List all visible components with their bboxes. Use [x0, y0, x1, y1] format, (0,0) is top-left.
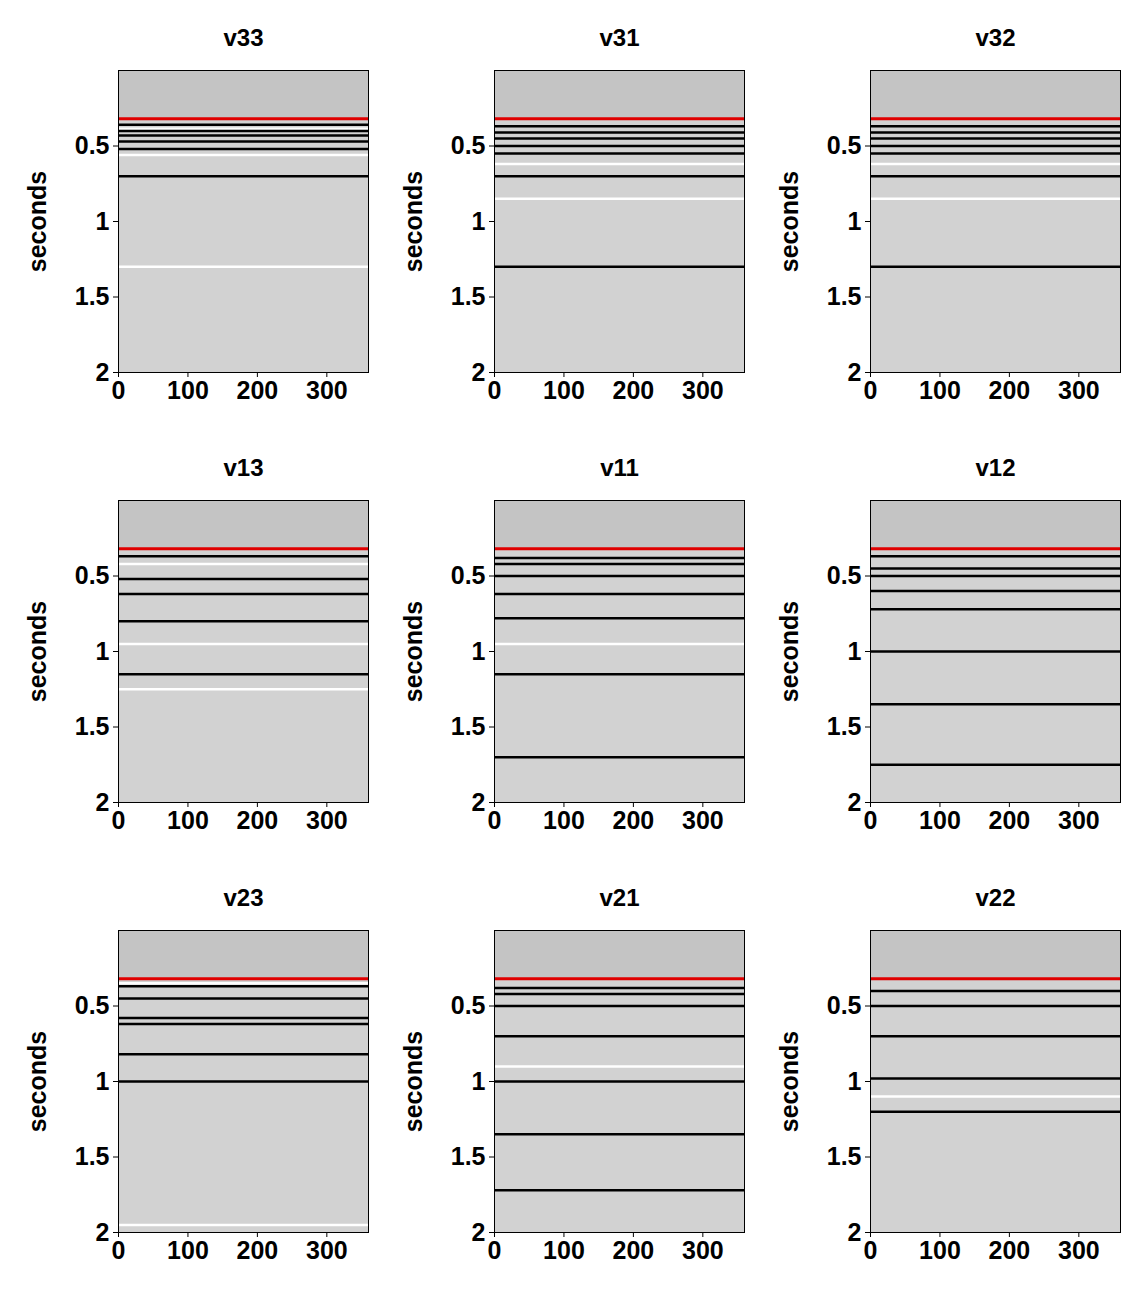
- svg-text:seconds: seconds: [399, 1031, 427, 1132]
- svg-text:100: 100: [167, 376, 209, 404]
- svg-text:seconds: seconds: [775, 171, 803, 272]
- svg-text:0.5: 0.5: [75, 131, 110, 159]
- svg-text:1.5: 1.5: [827, 712, 862, 740]
- svg-text:2: 2: [848, 358, 862, 386]
- svg-text:v12: v12: [975, 454, 1015, 481]
- svg-text:1: 1: [848, 1067, 862, 1095]
- svg-text:1: 1: [848, 207, 862, 235]
- svg-text:v13: v13: [223, 454, 263, 481]
- svg-text:100: 100: [167, 1236, 209, 1264]
- svg-text:1: 1: [96, 637, 110, 665]
- svg-text:seconds: seconds: [23, 601, 51, 702]
- svg-text:seconds: seconds: [399, 601, 427, 702]
- svg-text:200: 200: [613, 1236, 655, 1264]
- svg-text:100: 100: [919, 376, 961, 404]
- svg-text:0.5: 0.5: [827, 991, 862, 1019]
- svg-text:0: 0: [112, 376, 126, 404]
- svg-text:0: 0: [112, 806, 126, 834]
- svg-text:1.5: 1.5: [451, 712, 486, 740]
- svg-text:300: 300: [682, 1236, 724, 1264]
- svg-text:0.5: 0.5: [75, 991, 110, 1019]
- svg-text:1.5: 1.5: [827, 282, 862, 310]
- svg-text:seconds: seconds: [775, 1031, 803, 1132]
- svg-text:v23: v23: [223, 884, 263, 911]
- svg-text:200: 200: [989, 376, 1031, 404]
- svg-text:200: 200: [237, 376, 279, 404]
- svg-text:200: 200: [613, 376, 655, 404]
- svg-text:200: 200: [989, 806, 1031, 834]
- svg-text:seconds: seconds: [775, 601, 803, 702]
- svg-text:300: 300: [306, 806, 348, 834]
- svg-text:1: 1: [472, 637, 486, 665]
- svg-text:1: 1: [96, 207, 110, 235]
- svg-text:2: 2: [848, 1218, 862, 1246]
- svg-text:300: 300: [682, 376, 724, 404]
- svg-text:2: 2: [472, 788, 486, 816]
- svg-text:seconds: seconds: [23, 1031, 51, 1132]
- svg-text:100: 100: [919, 806, 961, 834]
- svg-text:0.5: 0.5: [827, 131, 862, 159]
- svg-text:1.5: 1.5: [75, 1142, 110, 1170]
- svg-text:0: 0: [864, 806, 878, 834]
- svg-text:200: 200: [989, 1236, 1031, 1264]
- svg-text:1: 1: [472, 1067, 486, 1095]
- svg-text:2: 2: [472, 1218, 486, 1246]
- svg-text:v33: v33: [223, 24, 263, 51]
- svg-text:300: 300: [1058, 806, 1100, 834]
- svg-text:300: 300: [306, 376, 348, 404]
- svg-text:100: 100: [167, 806, 209, 834]
- svg-text:0: 0: [112, 1236, 126, 1264]
- svg-text:v11: v11: [600, 454, 639, 481]
- svg-text:0: 0: [488, 1236, 502, 1264]
- svg-text:1.5: 1.5: [451, 282, 486, 310]
- svg-text:0.5: 0.5: [827, 561, 862, 589]
- svg-text:100: 100: [919, 1236, 961, 1264]
- svg-text:300: 300: [682, 806, 724, 834]
- svg-text:300: 300: [1058, 376, 1100, 404]
- svg-text:200: 200: [237, 1236, 279, 1264]
- svg-text:seconds: seconds: [399, 171, 427, 272]
- svg-text:1.5: 1.5: [75, 282, 110, 310]
- svg-text:1: 1: [472, 207, 486, 235]
- svg-text:2: 2: [96, 788, 110, 816]
- svg-text:1: 1: [848, 637, 862, 665]
- svg-text:200: 200: [237, 806, 279, 834]
- svg-text:0.5: 0.5: [451, 561, 486, 589]
- svg-text:v32: v32: [975, 24, 1015, 51]
- svg-text:0: 0: [488, 376, 502, 404]
- svg-text:300: 300: [1058, 1236, 1100, 1264]
- svg-text:v31: v31: [599, 24, 639, 51]
- svg-text:100: 100: [543, 806, 585, 834]
- svg-text:200: 200: [613, 806, 655, 834]
- svg-text:v21: v21: [599, 884, 639, 911]
- svg-text:0.5: 0.5: [451, 991, 486, 1019]
- svg-text:v22: v22: [975, 884, 1015, 911]
- svg-text:0: 0: [864, 1236, 878, 1264]
- svg-text:2: 2: [848, 788, 862, 816]
- svg-text:0: 0: [864, 376, 878, 404]
- svg-text:0.5: 0.5: [75, 561, 110, 589]
- svg-text:300: 300: [306, 1236, 348, 1264]
- svg-text:1: 1: [96, 1067, 110, 1095]
- svg-text:1.5: 1.5: [827, 1142, 862, 1170]
- svg-text:2: 2: [96, 358, 110, 386]
- svg-text:1.5: 1.5: [75, 712, 110, 740]
- svg-text:1.5: 1.5: [451, 1142, 486, 1170]
- svg-text:2: 2: [472, 358, 486, 386]
- svg-text:0: 0: [488, 806, 502, 834]
- svg-text:seconds: seconds: [23, 171, 51, 272]
- svg-text:100: 100: [543, 1236, 585, 1264]
- svg-text:2: 2: [96, 1218, 110, 1246]
- svg-text:0.5: 0.5: [451, 131, 486, 159]
- svg-text:100: 100: [543, 376, 585, 404]
